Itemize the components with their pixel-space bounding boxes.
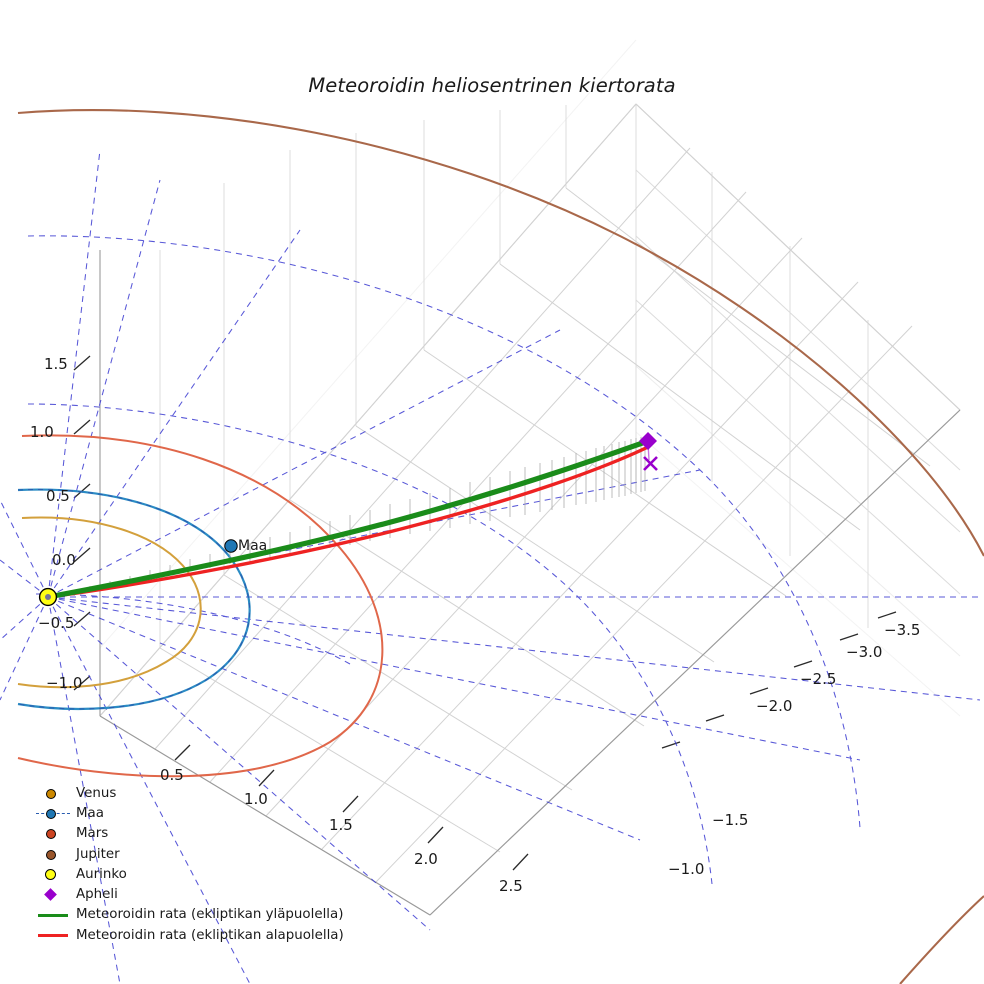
legend-item-below-ecliptic[interactable]: Meteoroidin rata (ekliptikan alapuolella… <box>36 925 348 945</box>
z-tick-5: −1.0 <box>46 674 83 692</box>
y-tick-2: −2.5 <box>800 670 837 688</box>
legend-item-apheli[interactable]: Apheli <box>36 884 348 904</box>
meteoroid-track-above <box>45 438 651 600</box>
earth-marker-icon <box>224 539 238 553</box>
legend-label-venus: Venus <box>76 785 117 801</box>
legend-item-jupiter[interactable]: Jupiter <box>36 844 348 864</box>
x-tick-2: 1.5 <box>329 816 353 834</box>
earth-point-label: Maa <box>238 538 268 554</box>
legend-label-mars: Mars <box>76 826 109 842</box>
x-tick-1: 1.0 <box>244 790 268 808</box>
legend-label-above-ecliptic: Meteoroidin rata (ekliptikan yläpuolella… <box>76 907 344 923</box>
legend-item-mars[interactable]: Mars <box>36 824 348 844</box>
legend-label-jupiter: Jupiter <box>76 846 120 862</box>
orbit-venus <box>17 516 202 689</box>
green-line-icon <box>36 905 70 925</box>
legend-label-below-ecliptic: Meteoroidin rata (ekliptikan alapuolella… <box>76 927 344 943</box>
y-tick-3: −2.0 <box>756 697 793 715</box>
venus-marker-icon <box>36 783 70 803</box>
sun-marker-icon <box>38 587 58 607</box>
legend-label-apheli: Apheli <box>76 887 118 903</box>
legend: Venus Maa Mars Jupiter Aurinko <box>36 783 348 945</box>
mars-marker-icon <box>36 824 70 844</box>
sun-marker-icon <box>36 864 70 884</box>
y-tick-4: −1.5 <box>712 811 749 829</box>
y-tick-5: −1.0 <box>668 860 705 878</box>
legend-item-above-ecliptic[interactable]: Meteoroidin rata (ekliptikan yläpuolella… <box>36 905 348 925</box>
legend-item-aurinko[interactable]: Aurinko <box>36 864 348 884</box>
y-tick-1: −3.0 <box>846 643 883 661</box>
aphelion-projection-x-icon <box>643 456 658 471</box>
pane-gridlines <box>99 39 961 916</box>
meteoroid-track-below <box>46 445 650 599</box>
x-tick-4: 2.5 <box>499 877 523 895</box>
red-line-icon <box>36 925 70 945</box>
trajectory-droplines <box>89 436 646 590</box>
orbit-earth <box>17 488 251 710</box>
legend-item-maa[interactable]: Maa <box>36 803 348 823</box>
x-tick-0: 0.5 <box>160 766 184 784</box>
jupiter-marker-icon <box>36 844 70 864</box>
z-tick-3: 0.0 <box>52 551 76 569</box>
polar-grid <box>0 149 981 984</box>
page-title: Meteoroidin heliosentrinen kiertorata <box>308 74 676 97</box>
aphelion-marker-icon <box>36 885 70 905</box>
orbit-jupiter <box>17 109 984 984</box>
legend-label-maa: Maa <box>76 805 104 821</box>
aphelion-marker-icon <box>639 432 657 450</box>
z-tick-2: 0.5 <box>46 487 70 505</box>
axis-ticks <box>73 355 897 871</box>
y-tick-0: −3.5 <box>884 621 921 639</box>
z-tick-0: 1.5 <box>44 355 68 373</box>
legend-item-venus[interactable]: Venus <box>36 783 348 803</box>
legend-label-aurinko: Aurinko <box>76 866 127 882</box>
z-tick-1: 1.0 <box>30 423 54 441</box>
earth-marker-icon <box>36 803 70 823</box>
x-tick-3: 2.0 <box>414 850 438 868</box>
z-tick-4: −0.5 <box>38 614 75 632</box>
orbit-mars <box>17 434 384 778</box>
